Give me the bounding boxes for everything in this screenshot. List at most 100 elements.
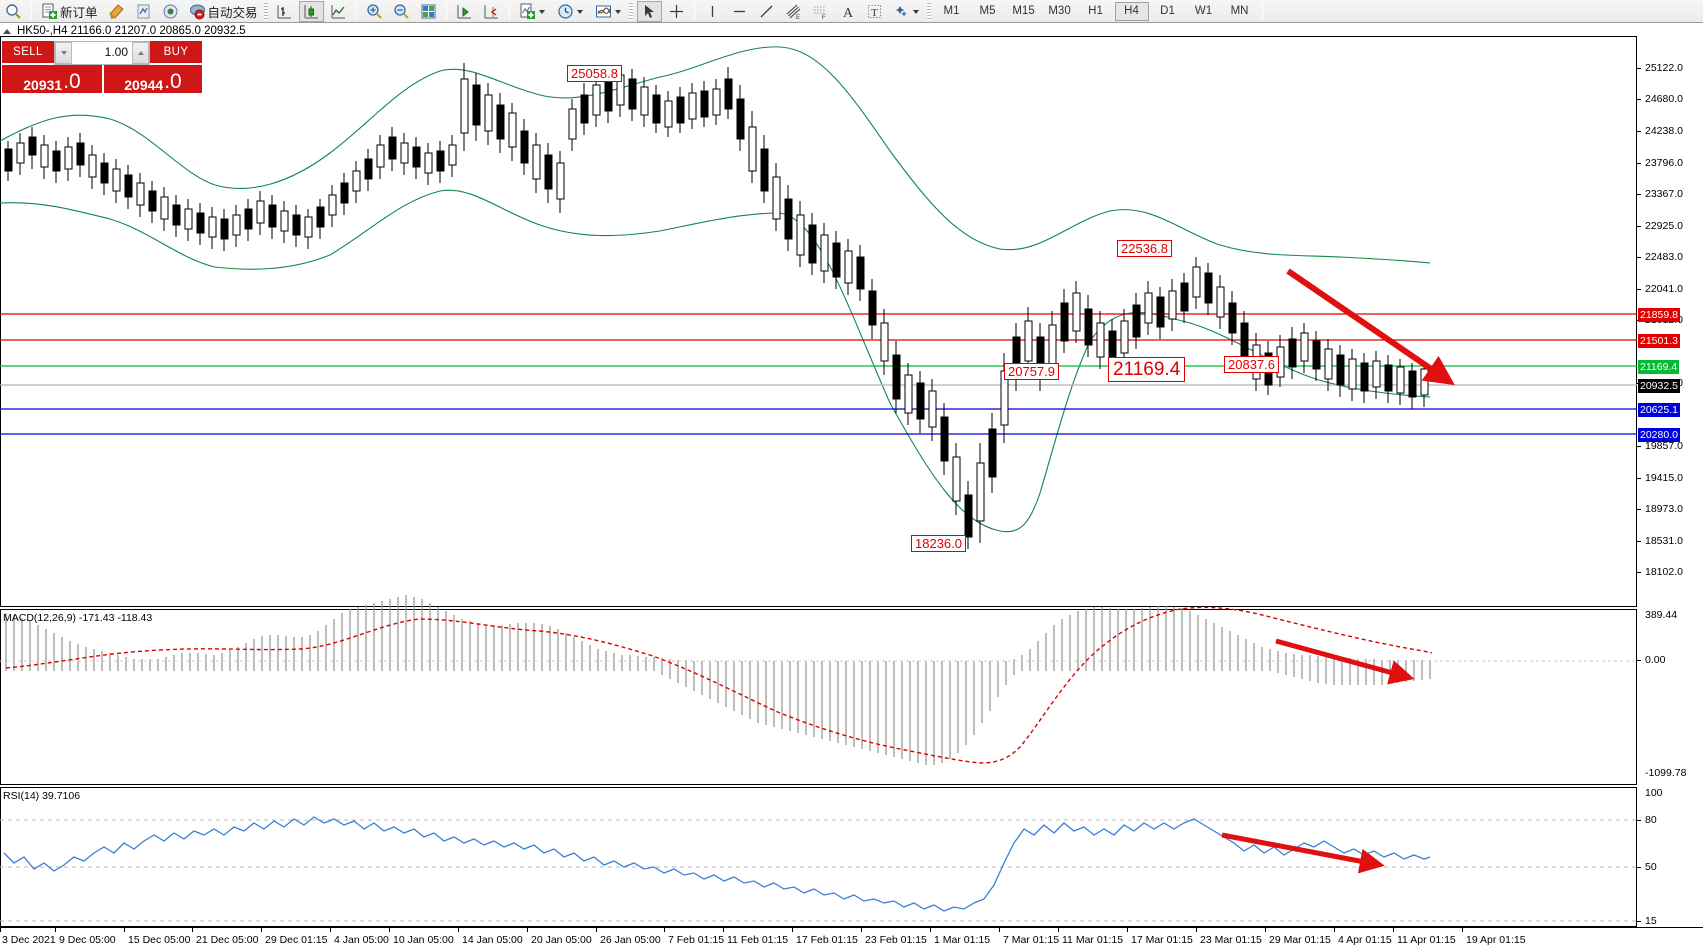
text-icon: A [843, 6, 854, 20]
crosshair-tool-button[interactable] [664, 1, 689, 22]
collapse-triangle-icon[interactable] [3, 28, 11, 34]
downtrend-arrow-price [1286, 268, 1455, 386]
time-axis-label: 7 Feb 01:15 [668, 934, 725, 946]
svg-text:A: A [843, 6, 854, 20]
timeframe-h4[interactable]: H4 [1114, 1, 1149, 21]
time-scale[interactable]: 3 Dec 2021 9 Dec 05:00 15 Dec 05:00 21 D… [0, 927, 1703, 949]
toolbar-separator [31, 2, 32, 20]
sell-button[interactable]: 20931 .0 [2, 65, 102, 93]
shapes-tool-button[interactable] [889, 1, 925, 22]
buy-price-decimal: .0 [164, 70, 182, 94]
axis-tick [1637, 68, 1641, 69]
rsi-line [3, 816, 1431, 912]
toolbar-grip[interactable] [628, 2, 633, 20]
market-button[interactable] [158, 1, 183, 22]
chevron-down-icon[interactable] [538, 10, 545, 14]
chevron-down-icon[interactable] [576, 10, 583, 14]
zoom-out-button[interactable] [389, 1, 414, 22]
cursor-tool-button[interactable] [636, 0, 662, 22]
rsi-tick-label: 15 [1645, 915, 1657, 927]
show-all-button[interactable] [1, 1, 26, 22]
time-tick [930, 928, 931, 932]
volume-decrease-button[interactable] [55, 42, 72, 64]
time-tick [792, 928, 793, 932]
auto-scroll-button[interactable] [452, 1, 477, 22]
new-order-icon [42, 3, 57, 19]
axis-tick [1637, 446, 1641, 447]
equidistant-channel-tool-button[interactable]: E [781, 1, 806, 22]
text-label-tool-button[interactable]: T [862, 1, 887, 22]
horizontal-line-tool-button[interactable] [727, 1, 752, 22]
time-tick [999, 928, 1000, 932]
toolbar-grip[interactable] [926, 2, 931, 20]
chart-shift-icon [484, 4, 498, 18]
toolbar-grip[interactable] [263, 2, 268, 20]
signals-icon [137, 4, 150, 18]
periods-button[interactable] [553, 1, 589, 22]
autotrading-button[interactable]: 自动交易 [185, 1, 262, 22]
bar-chart-button[interactable] [272, 1, 297, 22]
timeframe-h1[interactable]: H1 [1088, 5, 1103, 17]
timeframe-mn[interactable]: MN [1230, 5, 1249, 17]
axis-tick [1637, 194, 1641, 195]
autotrading-label: 自动交易 [207, 5, 258, 20]
signals-button[interactable] [131, 1, 156, 22]
zoom-in-button[interactable] [362, 1, 387, 22]
auto-scroll-icon [457, 4, 471, 18]
zoom-in-icon [366, 3, 382, 19]
one-click-trading-panel[interactable]: SELL 1.00 BUY 20931 . [2, 41, 202, 93]
bar-chart-icon [277, 4, 291, 18]
magnifier-doc-icon [6, 3, 21, 19]
equidistant-channel-icon: E [786, 4, 800, 20]
volume-increase-button[interactable] [132, 42, 149, 64]
metaeditor-button[interactable] [104, 1, 129, 22]
toolbar-separator [1261, 2, 1263, 20]
resistance-price-tag: 21859.8 [1638, 308, 1680, 322]
toolbar-separator [508, 2, 510, 20]
text-tool-button[interactable]: A [835, 1, 860, 22]
candlestick-chart-button[interactable] [298, 0, 324, 22]
volume-stepper[interactable]: 1.00 [54, 41, 150, 65]
timeframe-m5[interactable]: M5 [979, 5, 996, 17]
vertical-line-tool-button[interactable] [700, 1, 725, 22]
chevron-down-icon[interactable] [614, 10, 621, 14]
main-toolbar: 新订单 自动交易 [0, 0, 1703, 23]
axis-tick [1637, 509, 1641, 510]
annotation-18236: 18236.0 [911, 535, 966, 552]
price-tick-label: 23796.0 [1645, 157, 1683, 169]
timeframe-m1[interactable]: M1 [943, 5, 960, 17]
volume-input[interactable]: 1.00 [72, 42, 132, 64]
line-chart-button[interactable] [326, 1, 351, 22]
new-order-label: 新订单 [60, 5, 98, 20]
price-tick-label: 24680.0 [1645, 93, 1683, 105]
templates-button[interactable] [591, 1, 627, 22]
buy-button[interactable]: 20944 .0 [102, 65, 202, 93]
time-tick [1196, 928, 1197, 932]
timeframe-d1[interactable]: D1 [1160, 5, 1175, 17]
trendline-tool-button[interactable] [754, 1, 779, 22]
time-axis-label: 11 Mar 01:15 [1062, 934, 1124, 946]
time-tick [527, 928, 528, 932]
price-scale[interactable]: 25122.0 24680.0 24238.0 23796.0 23367.0 … [1637, 23, 1703, 927]
time-axis-label: 10 Jan 05:00 [393, 934, 454, 946]
macd-signal-line [5, 606, 1433, 764]
toolbar-separator [355, 2, 357, 20]
fibonacci-tool-button[interactable]: F [808, 1, 833, 22]
timeframe-m15[interactable]: M15 [1012, 5, 1035, 17]
chart-plot-area[interactable]: 25058.8 22536.8 21169.4 20757.9 20837.6 … [0, 23, 1637, 927]
axis-tick [1637, 226, 1641, 227]
chart-window[interactable]: 25058.8 22536.8 21169.4 20757.9 20837.6 … [0, 23, 1703, 949]
chevron-down-icon[interactable] [912, 10, 919, 14]
indicators-button[interactable] [515, 1, 551, 22]
chart-shift-button[interactable] [479, 1, 504, 22]
time-tick [596, 928, 597, 932]
new-order-button[interactable]: 新订单 [37, 1, 102, 22]
timeframe-m30[interactable]: M30 [1048, 5, 1071, 17]
tile-windows-button[interactable] [416, 1, 441, 22]
time-axis-label: 21 Dec 05:00 [196, 934, 259, 946]
shapes-icon [895, 5, 907, 17]
timeframe-w1[interactable]: W1 [1194, 5, 1213, 17]
time-tick [261, 928, 262, 932]
price-tick-label: 19857.0 [1645, 440, 1683, 452]
price-tick-label: 19415.0 [1645, 472, 1683, 484]
